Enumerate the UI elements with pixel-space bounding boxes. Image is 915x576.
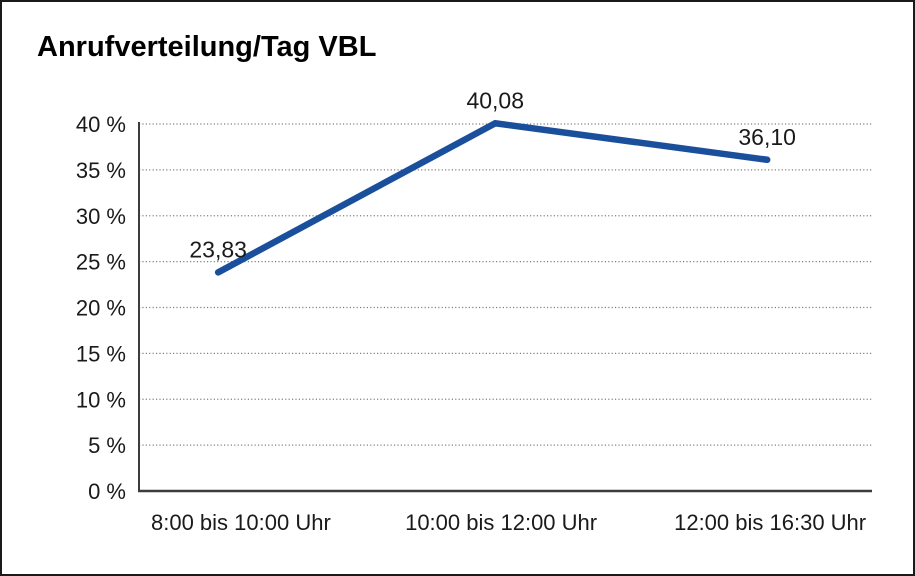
x-tick-label: 12:00 bis 16:30 Uhr xyxy=(674,510,866,535)
y-tick-label: 40 % xyxy=(76,112,126,137)
data-label: 36,10 xyxy=(738,124,796,150)
y-tick-label: 0 % xyxy=(88,479,126,504)
x-tick-label: 8:00 bis 10:00 Uhr xyxy=(151,510,331,535)
y-tick-label: 10 % xyxy=(76,387,126,412)
y-tick-label: 15 % xyxy=(76,341,126,366)
y-tick-label: 35 % xyxy=(76,158,126,183)
y-tick-label: 5 % xyxy=(88,433,126,458)
y-tick-label: 30 % xyxy=(76,204,126,229)
y-tick-label: 20 % xyxy=(76,296,126,321)
chart-title: Anrufverteilung/Tag VBL xyxy=(37,31,377,63)
x-tick-label: 10:00 bis 12:00 Uhr xyxy=(405,510,597,535)
data-label: 23,83 xyxy=(189,236,247,262)
series-line xyxy=(214,119,771,276)
y-tick-label: 25 % xyxy=(76,250,126,275)
data-label: 40,08 xyxy=(466,87,524,113)
